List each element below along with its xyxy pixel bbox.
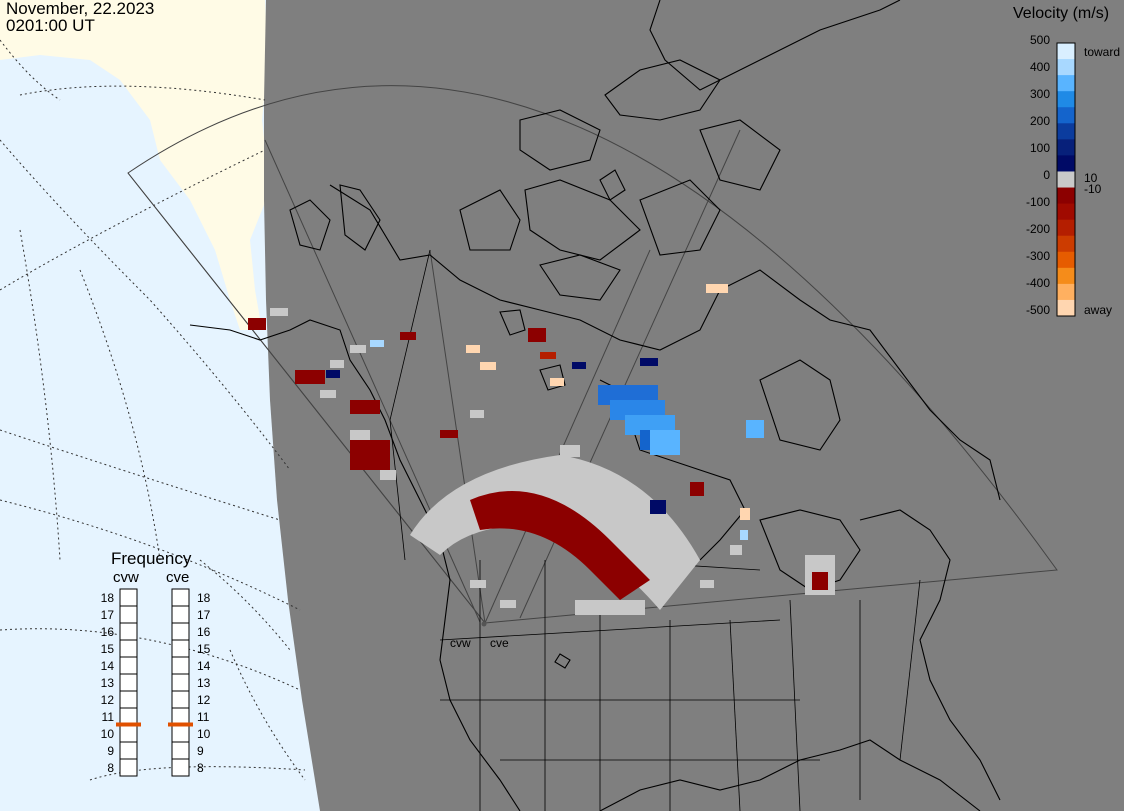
frequency-cell [119,639,138,658]
colorbar-tick-label: -300 [1025,249,1050,263]
colorbar-tick-label: 500 [1029,33,1050,47]
colorbar-segment [1057,187,1075,205]
frequency-scale-right: 12 [197,693,211,707]
frequency-cell [171,690,190,709]
frequency-scale-right: 11 [197,710,210,724]
velocity-toward [326,340,764,540]
frequency-columns [116,588,193,777]
colorbar-segment [1057,219,1075,237]
colorbar-segment [1057,91,1075,108]
frequency-cve-label: cve [166,569,190,586]
frequency-scale-right: 17 [197,608,211,622]
colorbar-segment [1057,107,1075,124]
colorbar-tick-label: -400 [1025,276,1050,290]
frequency-cell [171,605,190,624]
site-label-cve: cve [490,636,509,650]
colorbar-tick-label: -100 [1025,195,1050,209]
frequency-cell [171,707,190,726]
frequency-scale-right: 16 [197,625,211,639]
frequency-scale-right: 9 [197,744,204,758]
colorbar-segment [1057,203,1075,221]
frequency-cell [119,690,138,709]
colorbar-segment [1057,139,1075,156]
toward-label: toward [1084,45,1121,59]
frequency-scale-left: 17 [100,608,114,622]
frequency-cell [171,741,190,760]
colorbar-segment [1057,299,1075,317]
colorbar-segment [1057,123,1075,140]
colorbar-inner-tick-neg: -10 [1084,182,1102,196]
frequency-cell [119,673,138,692]
colorbar-segment [1057,155,1075,172]
colorbar-segment [1057,171,1075,189]
velocity-away [248,284,828,600]
colorbar-tick-label: 100 [1029,141,1050,155]
frequency-cell [119,588,138,607]
colorbar-segment [1057,59,1075,76]
frequency-scale-left: 16 [100,625,114,639]
frequency-cell [171,673,190,692]
frequency-scale-left: 11 [101,710,114,724]
colorbar-segment [1057,251,1075,269]
coastlines [189,0,1001,811]
colorbar-tick-label: 0 [1043,168,1050,182]
colorbar-segment [1057,75,1075,92]
colorbar-segment [1057,267,1075,285]
frequency-marker [168,722,193,727]
frequency-cell [171,622,190,641]
colorbar-title: Velocity (m/s) [1013,5,1110,22]
frequency-scale-left: 13 [100,676,114,690]
frequency-cell [119,622,138,641]
frequency-cell [171,639,190,658]
frequency-scale-left: 15 [100,642,114,656]
frequency-scale-right: 8 [197,761,204,775]
site-label-cvw: cvw [450,636,471,650]
colorbar-tick-label: 400 [1029,60,1050,74]
frequency-cell [171,758,190,777]
colorbar-segment [1057,43,1075,60]
frequency-scale-right: 18 [197,591,211,605]
frequency-scale-left: 18 [100,591,114,605]
colorbar-outline [1056,42,1076,317]
frequency-scale-left: 9 [107,744,114,758]
colorbar-segment [1057,235,1075,253]
frequency-scale-right: 10 [197,727,211,741]
colorbar-tick-label: 200 [1029,114,1050,128]
frequency-cvw-label: cvw [113,569,139,586]
away-label: away [1084,303,1113,317]
frequency-cell [171,656,190,675]
frequency-scale-right: 15 [197,642,211,656]
frequency-cell [171,588,190,607]
frequency-marker [116,722,141,727]
frequency-cell [171,724,190,743]
colorbar-inner-tick-pos: 10 [1084,171,1098,185]
frequency-cell [119,605,138,624]
time-label: 0201:00 UT [6,16,95,35]
frequency-cell [119,656,138,675]
colorbar [1056,42,1076,317]
frequency-title: Frequency [111,549,192,568]
frequency-cell [119,741,138,760]
colorbar-tick-label: -500 [1025,303,1050,317]
frequency-cell [119,707,138,726]
frequency-scale-left: 14 [100,659,114,673]
colorbar-tick-label: -200 [1025,222,1050,236]
radar-site-marker [481,621,487,627]
frequency-scale-left: 10 [100,727,114,741]
frequency-cell [119,724,138,743]
date-label: November, 22.2023 [6,0,155,18]
colorbar-segment [1057,283,1075,301]
frequency-scale-right: 13 [197,676,211,690]
colorbar-tick-label: 300 [1029,87,1050,101]
sunlit-land [0,0,270,330]
frequency-scale-right: 14 [197,659,211,673]
frequency-cell [119,758,138,777]
night-region [264,0,1124,811]
frequency-scale-left: 12 [100,693,114,707]
frequency-scale-left: 8 [107,761,114,775]
